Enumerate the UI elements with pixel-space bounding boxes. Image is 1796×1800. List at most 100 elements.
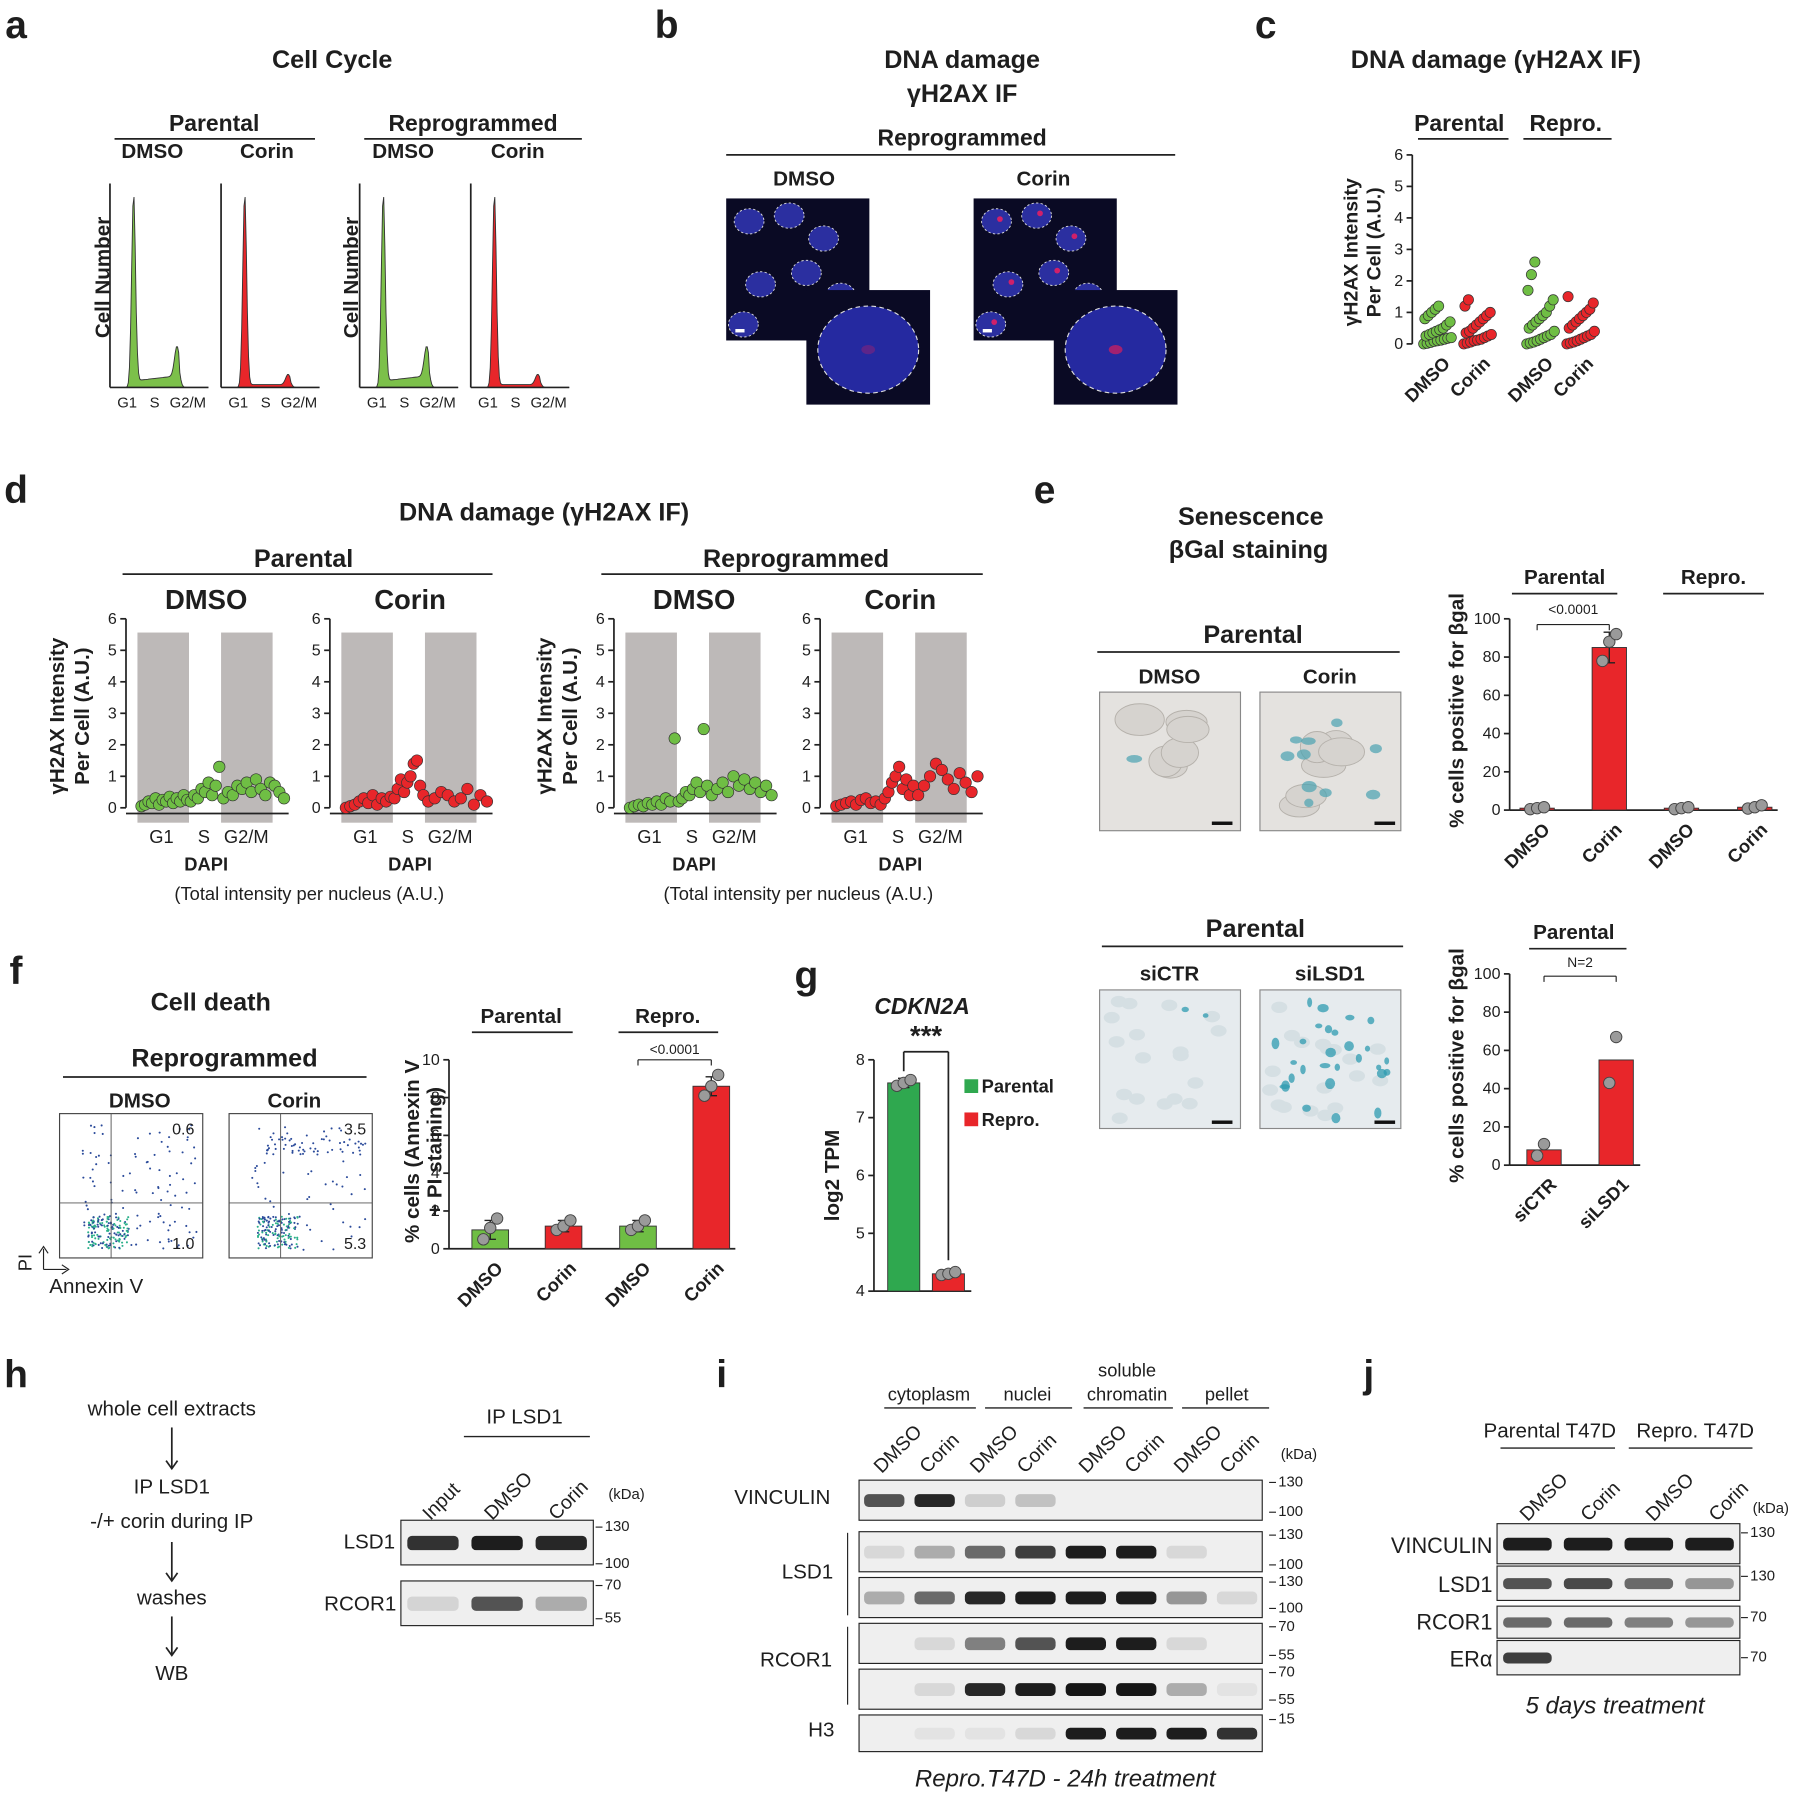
y-tick-label: 40 (1483, 1080, 1501, 1098)
bar (1598, 1059, 1634, 1166)
data-point (484, 1221, 497, 1235)
arrow-head (61, 1264, 70, 1275)
blot-band (964, 1727, 1006, 1740)
stain (1364, 1045, 1371, 1052)
y-tick-label: 4 (802, 673, 811, 691)
flow-event (274, 1147, 277, 1150)
stain (1126, 755, 1143, 763)
data-point (1755, 799, 1768, 812)
blot-band (1216, 1683, 1258, 1697)
flow-event (114, 1212, 117, 1215)
marker-label: 70 (1278, 1619, 1295, 1635)
flow-event (303, 1150, 306, 1153)
flow-event (188, 1231, 191, 1234)
stain (1369, 744, 1382, 754)
flow-event (274, 1216, 277, 1219)
flow-event (323, 1130, 326, 1133)
flow-event (124, 1236, 127, 1239)
cell (1342, 1053, 1359, 1065)
flow-event (310, 1170, 313, 1173)
flow-event (87, 1247, 90, 1250)
flow-event (97, 1237, 100, 1240)
data-point (918, 779, 931, 792)
flow-event (168, 1174, 171, 1177)
flow-event (281, 1138, 284, 1141)
flow-event (159, 1215, 162, 1218)
flow-event (350, 1235, 353, 1238)
condition-label: siCTR (1140, 962, 1200, 985)
nucleus (808, 225, 839, 252)
flow-event (277, 1220, 280, 1223)
flow-event (283, 1231, 286, 1235)
y-tick-label: 8 (431, 1089, 440, 1107)
blot-band (471, 1596, 523, 1611)
flow-event (117, 1226, 120, 1229)
flow-event (257, 1229, 260, 1232)
flow-event (289, 1217, 292, 1220)
flow-event (291, 1151, 294, 1154)
panel-title: Senescence (1178, 503, 1324, 531)
flow-event (305, 1134, 308, 1137)
data-point (1603, 635, 1616, 648)
data-point (711, 1068, 725, 1082)
flow-event (98, 1215, 101, 1218)
flow-event (106, 1215, 109, 1219)
flow-event (148, 1220, 152, 1223)
panel-letter: j (1362, 1353, 1374, 1396)
axis-label: Cell Number (340, 217, 363, 338)
flow-event (107, 1235, 110, 1239)
flow-event (99, 1222, 102, 1225)
data-point (209, 779, 222, 792)
y-tick-label: 1 (312, 767, 321, 785)
flow-event (293, 1221, 296, 1224)
flow-event (261, 1231, 264, 1234)
flow-event (251, 1176, 254, 1179)
flow-event (273, 1219, 276, 1222)
flow-event (93, 1185, 96, 1188)
flow-event (349, 1225, 352, 1228)
flow-event (180, 1206, 184, 1209)
flow-event (316, 1150, 319, 1153)
flow-event (294, 1246, 297, 1249)
flow-event (118, 1246, 121, 1249)
scale-bar (1211, 1120, 1233, 1124)
flow-event (269, 1217, 272, 1220)
flow-event (267, 1224, 270, 1227)
flow-event (136, 1214, 139, 1217)
flow-event (84, 1200, 87, 1203)
flow-event (107, 1162, 110, 1165)
flow-event (193, 1182, 196, 1185)
blot-band (1685, 1537, 1734, 1551)
stain (1299, 1038, 1307, 1045)
fraction-label: chromatin (1087, 1384, 1167, 1405)
panel-letter: a (5, 4, 27, 47)
flow-event (299, 1153, 302, 1156)
blot-strip (858, 1668, 1263, 1710)
x-tick-label: Corin (1549, 353, 1598, 402)
panel-letter: h (4, 1353, 28, 1396)
flow-event (296, 1222, 299, 1225)
blot-band (914, 1637, 955, 1651)
step-label: washes (136, 1587, 207, 1610)
flow-event (185, 1224, 188, 1227)
data-point (1587, 297, 1599, 309)
data-point (1682, 801, 1695, 814)
condition-label: DMSO (773, 167, 835, 190)
blot-band (1563, 1537, 1613, 1551)
flow-event (339, 1148, 342, 1151)
flow-event (265, 1219, 268, 1222)
phase-label: G2/M (170, 395, 206, 411)
flow-event (280, 1231, 283, 1234)
flow-event (105, 1229, 109, 1232)
flow-event (117, 1216, 120, 1219)
y-tick-label: 3 (1394, 240, 1403, 258)
flow-event (91, 1180, 94, 1183)
flow-event (157, 1212, 160, 1215)
legend-swatch (964, 1112, 979, 1127)
y-tick-label: 20 (1483, 763, 1501, 781)
flow-event (126, 1234, 129, 1237)
flow-event (170, 1239, 173, 1242)
y-tick-label: 6 (431, 1126, 440, 1144)
axis-label: Annexin V (49, 1275, 143, 1298)
flow-event (280, 1215, 283, 1218)
